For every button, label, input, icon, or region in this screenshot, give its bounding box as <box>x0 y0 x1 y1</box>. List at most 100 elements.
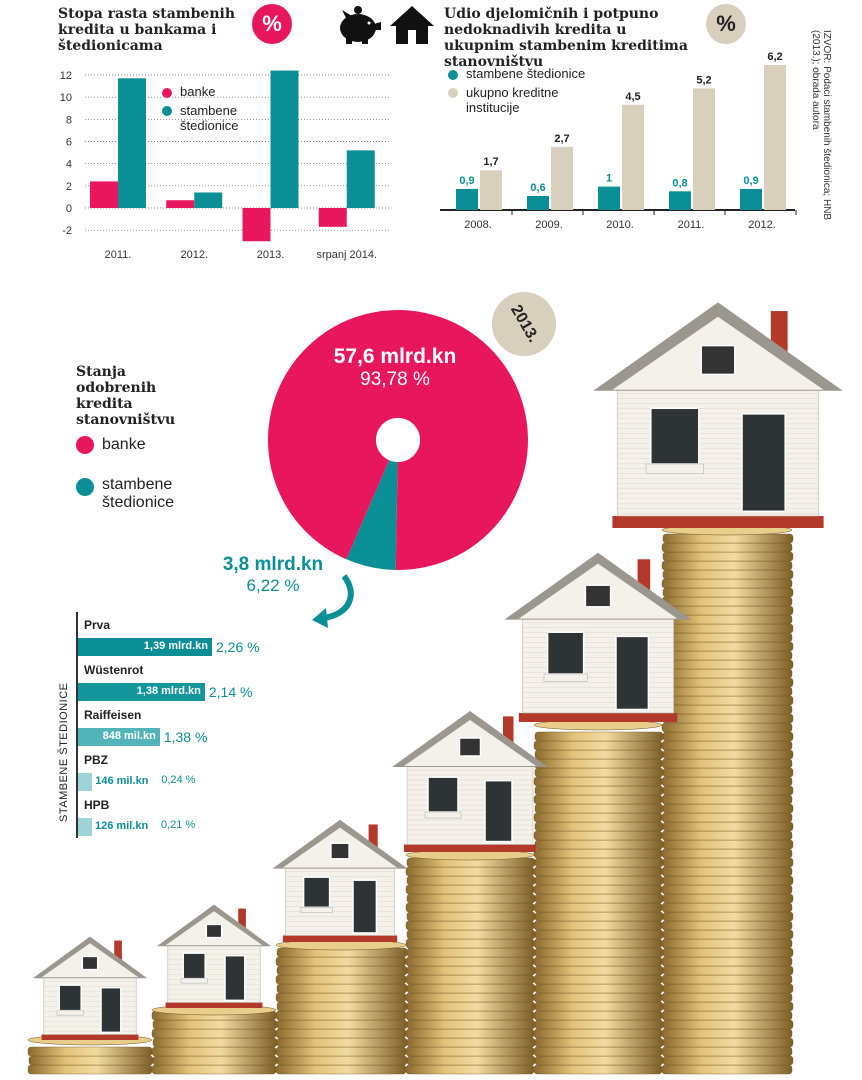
bank-name: Raiffeisen <box>84 708 142 722</box>
coin <box>661 830 793 841</box>
coin <box>152 1055 278 1066</box>
coin <box>406 1037 536 1048</box>
window <box>58 984 82 1012</box>
house-foundation <box>282 935 398 942</box>
bank-name: Prva <box>84 618 111 632</box>
house <box>593 302 843 528</box>
house <box>272 819 408 942</box>
coin <box>406 1055 536 1066</box>
bar-ukupno <box>693 88 715 210</box>
coin <box>662 875 794 886</box>
coin <box>534 1055 664 1066</box>
coin <box>406 911 536 922</box>
coin <box>662 1001 794 1012</box>
coin <box>533 812 663 823</box>
coin <box>662 623 794 634</box>
coin <box>661 758 793 769</box>
coin <box>533 1028 663 1039</box>
savings-axis-line <box>76 612 78 838</box>
coin <box>533 884 663 895</box>
coin <box>534 929 664 940</box>
coin <box>406 965 536 976</box>
coin <box>275 1046 407 1057</box>
house-foundation <box>404 844 536 852</box>
chimney <box>114 940 122 963</box>
bar-stedionice <box>527 195 549 210</box>
bank-value-label: 1,38 mlrd.kn <box>136 685 201 697</box>
coin <box>406 947 536 958</box>
bank-bar <box>78 773 93 791</box>
coin <box>661 632 793 643</box>
x-tick-label: 2012. <box>748 219 776 231</box>
house-icon <box>390 6 434 44</box>
data-label: 0,9 <box>743 175 758 187</box>
bank-value-label: 1,39 mlrd.kn <box>143 640 208 652</box>
attic-window <box>330 842 350 860</box>
x-tick-label: 2009. <box>535 219 563 231</box>
coin <box>405 1010 535 1021</box>
bank-name: HPB <box>84 798 110 812</box>
coin <box>152 1019 278 1030</box>
house-wall <box>616 388 820 517</box>
bank-pct-label: 1,38 % <box>163 729 208 745</box>
coin <box>661 650 793 661</box>
pie-main-label: 57,6 mlrd.kn 93,78 % <box>333 345 457 390</box>
coin <box>27 1046 153 1057</box>
bank-pct-label: 0,21 % <box>161 819 196 831</box>
coin <box>661 956 793 967</box>
door <box>615 635 650 711</box>
coin <box>662 857 794 868</box>
coin <box>661 884 793 895</box>
coin <box>276 1037 408 1048</box>
coin <box>406 1001 536 1012</box>
coin <box>661 1064 793 1075</box>
coin <box>406 893 536 904</box>
coin <box>662 659 794 670</box>
bank-name: PBZ <box>84 753 108 767</box>
pie-chart <box>268 310 528 570</box>
coin <box>662 1019 794 1030</box>
flower-box <box>180 978 208 984</box>
pie-hole <box>376 418 420 462</box>
pie-legend-banke: banke <box>76 436 202 454</box>
coin <box>405 884 535 895</box>
bar-stedionice <box>270 70 299 208</box>
house <box>32 936 148 1040</box>
data-label: 1 <box>606 173 612 185</box>
window <box>182 952 206 980</box>
flower-box <box>424 811 462 819</box>
left-chart-title: Stopa rasta stambenih kredita u bankama … <box>58 6 235 54</box>
coin <box>534 1037 664 1048</box>
coin <box>151 1028 277 1039</box>
bar-stedionice <box>740 188 762 210</box>
coin <box>406 929 536 940</box>
bank-value-label: 146 mil.kn <box>95 775 149 787</box>
coin <box>661 1028 793 1039</box>
bank-value-label: 848 mil.kn <box>102 730 156 742</box>
bar-ukupno <box>622 104 644 210</box>
door <box>352 879 378 934</box>
window <box>302 876 331 909</box>
coin <box>662 1037 794 1048</box>
coin <box>661 992 793 1003</box>
coin <box>661 848 793 859</box>
year-badge: 2013. <box>492 292 556 356</box>
coin <box>662 641 794 652</box>
coin <box>662 677 794 688</box>
house-foundation <box>165 1002 263 1008</box>
pie-legend: banke stambene štedionice <box>76 436 202 512</box>
bank-pct-label: 0,24 % <box>161 774 196 786</box>
pie-slice-banke <box>268 310 528 570</box>
coin <box>661 812 793 823</box>
bank-bar <box>78 728 160 746</box>
coin <box>662 533 794 544</box>
y-tick-label: 10 <box>60 92 72 104</box>
coin <box>533 740 663 751</box>
coin <box>276 965 408 976</box>
coin <box>405 902 535 913</box>
coin <box>661 668 793 679</box>
bar-banke <box>318 208 347 227</box>
house <box>392 711 548 852</box>
coin <box>534 839 664 850</box>
